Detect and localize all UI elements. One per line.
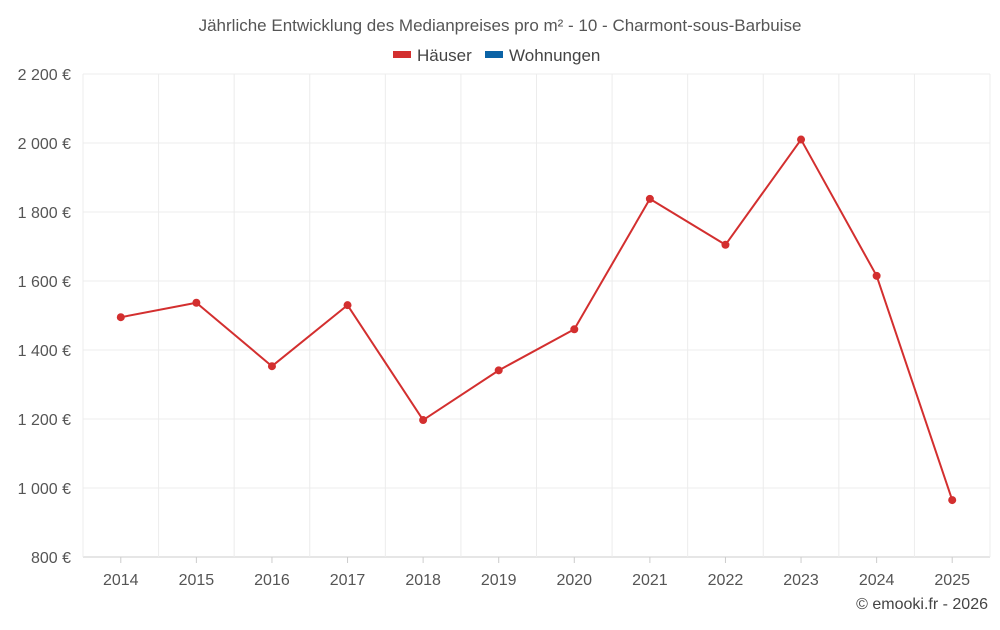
legend: Häuser Wohnungen — [393, 46, 600, 65]
x-tick-label: 2024 — [859, 572, 895, 589]
y-tick-label: 1 000 € — [18, 481, 71, 498]
y-tick-label: 1 600 € — [18, 274, 71, 291]
x-tick-label: 2022 — [708, 572, 744, 589]
series — [116, 135, 957, 505]
y-tick-label: 1 800 € — [18, 205, 71, 222]
chart-title: Jährliche Entwicklung des Medianpreises … — [199, 16, 802, 35]
y-tick-label: 2 200 € — [18, 67, 71, 84]
legend-item-wohnungen[interactable]: Wohnungen — [485, 46, 600, 65]
data-point[interactable] — [645, 194, 654, 203]
data-point[interactable] — [419, 416, 428, 425]
x-tick-label: 2015 — [179, 572, 215, 589]
grid — [82, 73, 991, 558]
x-tick-label: 2021 — [632, 572, 668, 589]
legend-label-haeuser: Häuser — [417, 46, 472, 65]
y-tick-label: 1 400 € — [18, 343, 71, 360]
x-tick-label: 2016 — [254, 572, 290, 589]
x-tick-label: 2019 — [481, 572, 517, 589]
data-point[interactable] — [872, 271, 881, 280]
data-point[interactable] — [267, 362, 276, 371]
data-point[interactable] — [721, 240, 730, 249]
x-tick-label: 2017 — [330, 572, 366, 589]
y-tick-label: 2 000 € — [18, 136, 71, 153]
legend-swatch-haeuser — [393, 51, 411, 58]
x-tick-label: 2018 — [405, 572, 441, 589]
x-tick-label: 2025 — [934, 572, 970, 589]
x-tick-label: 2014 — [103, 572, 139, 589]
data-point[interactable] — [116, 313, 125, 322]
series-line-0 — [120, 138, 954, 501]
legend-swatch-wohnungen — [485, 51, 503, 58]
axes: 800 € 1 000 € 1 200 € 1 400 € 1 600 € 1 800 €… — [18, 67, 970, 589]
data-point[interactable] — [948, 496, 957, 505]
legend-item-haeuser[interactable]: Häuser — [393, 46, 472, 65]
data-point[interactable] — [797, 135, 806, 144]
x-tick-label: 2023 — [783, 572, 819, 589]
data-point[interactable] — [570, 325, 579, 334]
legend-label-wohnungen: Wohnungen — [509, 46, 600, 65]
credit-text: © emooki.fr - 2026 — [856, 596, 988, 613]
y-tick-label: 800 € — [31, 550, 71, 567]
data-point[interactable] — [343, 301, 352, 310]
data-point[interactable] — [494, 366, 503, 375]
y-tick-label: 1 200 € — [18, 412, 71, 429]
data-point[interactable] — [192, 298, 201, 307]
x-tick-label: 2020 — [556, 572, 592, 589]
